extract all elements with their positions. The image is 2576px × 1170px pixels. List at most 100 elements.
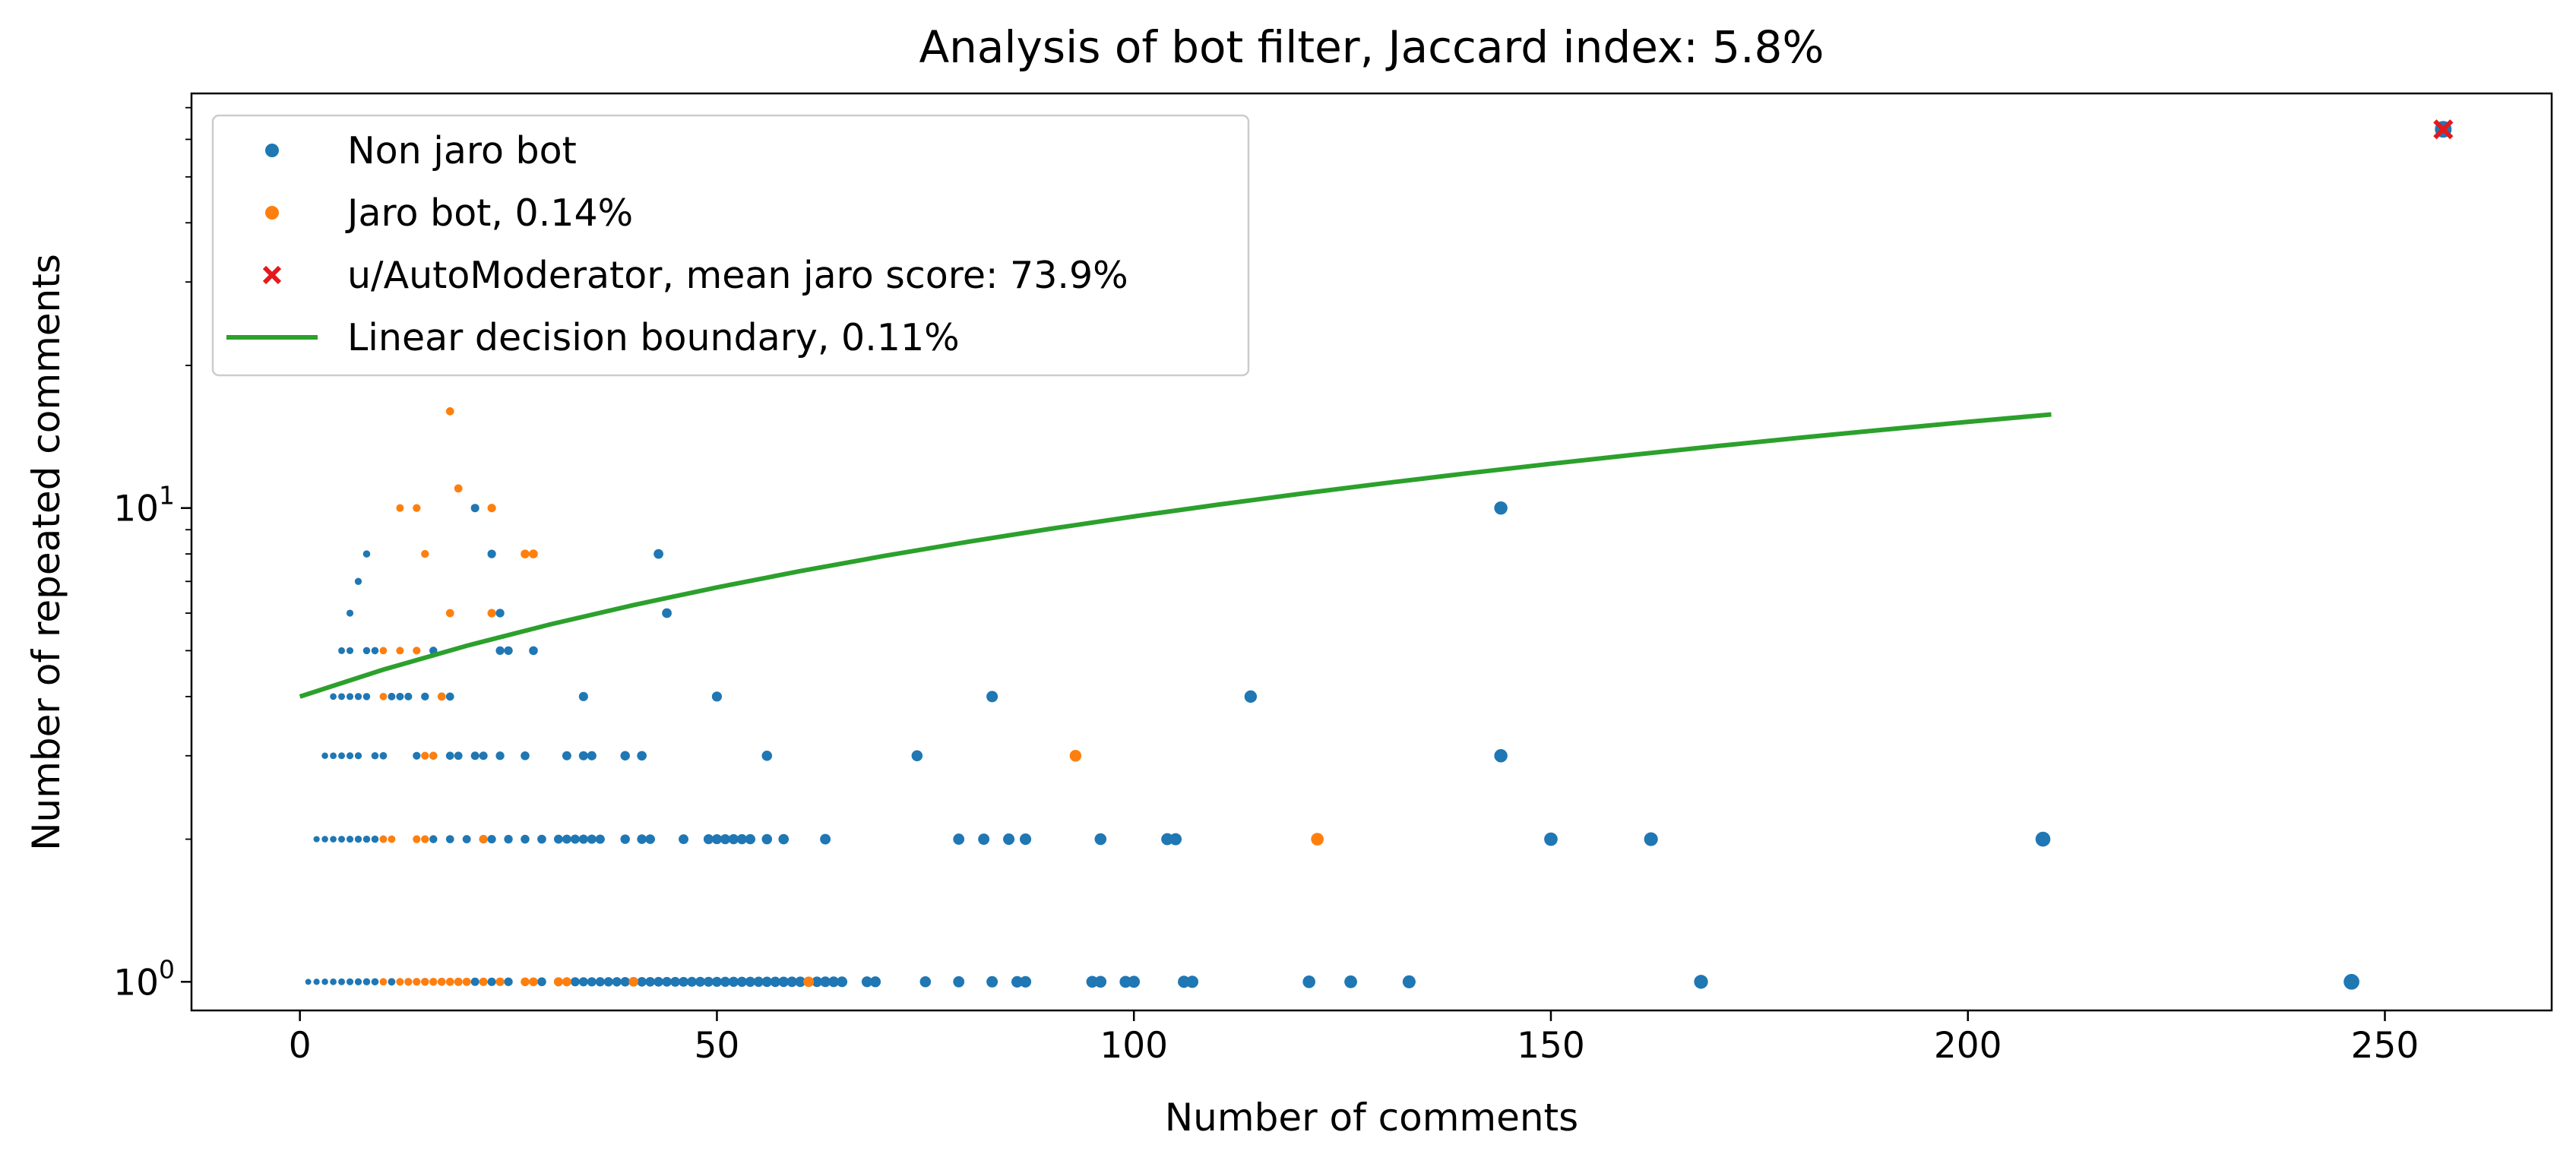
data-point [429, 978, 438, 986]
x-tick-label: 0 [289, 1025, 312, 1067]
data-point [620, 977, 630, 987]
data-point [305, 979, 312, 985]
data-point [362, 693, 371, 700]
data-point [413, 647, 421, 655]
data-point [421, 692, 429, 701]
data-point [637, 976, 647, 987]
data-point [820, 976, 831, 988]
data-point [1161, 833, 1174, 846]
data-point [388, 835, 396, 843]
data-point [612, 977, 622, 987]
data-point [570, 977, 580, 987]
data-point [736, 976, 748, 987]
data-point [521, 977, 530, 987]
data-point [620, 834, 630, 844]
data-point [504, 834, 513, 844]
data-point [687, 976, 698, 987]
data-point [445, 407, 454, 416]
data-point [413, 751, 421, 760]
data-point [462, 835, 471, 844]
data-point [795, 976, 806, 988]
data-point [1094, 833, 1107, 846]
data-point [1311, 833, 1324, 846]
data-point [578, 834, 588, 844]
data-point [346, 978, 354, 985]
data-point [1128, 976, 1141, 988]
legend-entry: u/AutoModerator, mean jaro score: 73.9% [262, 254, 1128, 297]
data-point [570, 834, 580, 844]
data-point [578, 977, 588, 987]
data-point [753, 976, 764, 988]
data-point [454, 484, 463, 493]
data-point [553, 977, 563, 987]
data-point [736, 833, 748, 845]
data-point [346, 835, 354, 843]
data-point [628, 977, 638, 987]
y-tick-label: 101 [113, 481, 175, 530]
data-point [578, 751, 588, 760]
data-point [1544, 832, 1558, 846]
data-point [495, 751, 505, 760]
data-point [379, 835, 388, 843]
data-point [404, 692, 413, 700]
data-point [645, 976, 655, 987]
data-point [770, 976, 781, 988]
data-point [1644, 832, 1658, 846]
data-point [354, 752, 362, 760]
data-point [703, 976, 714, 987]
data-point [869, 976, 881, 988]
legend-label: u/AutoModerator, mean jaro score: 73.9% [347, 254, 1128, 297]
legend-entry: Non jaro bot [265, 129, 577, 172]
data-point [529, 977, 538, 987]
data-point [1069, 750, 1082, 762]
data-point [778, 833, 790, 845]
decision-boundary-line [299, 412, 2052, 699]
data-point [703, 834, 714, 845]
data-point [978, 833, 990, 846]
data-point [1244, 690, 1258, 704]
data-point [953, 976, 965, 988]
y-tick-base: 10 [113, 962, 159, 1004]
data-point [330, 752, 337, 760]
data-point [720, 976, 731, 987]
data-point [662, 608, 672, 618]
legend-entry: Linear decision boundary, 0.11% [226, 316, 960, 359]
x-tick-label: 250 [2351, 1025, 2419, 1067]
data-point [379, 751, 388, 760]
data-point [487, 834, 496, 844]
data-point [803, 976, 815, 988]
data-point [504, 977, 513, 986]
data-point [562, 977, 571, 987]
data-point [379, 692, 388, 700]
y-axis-label: Number of repeated comments [24, 254, 68, 851]
data-point [313, 979, 320, 985]
data-point [330, 978, 337, 985]
data-point [346, 752, 354, 760]
data-point [828, 976, 840, 988]
data-point [429, 835, 438, 843]
y-tick-label: 100 [113, 954, 175, 1004]
data-point [761, 750, 773, 761]
data-point [487, 504, 496, 513]
legend: Non jaro bot Jaro bot, 0.14% u/AutoModerat… [211, 114, 1250, 377]
data-point [362, 550, 371, 558]
data-point [321, 979, 328, 985]
data-point [379, 647, 388, 655]
data-point [637, 834, 647, 844]
data-point [553, 834, 563, 844]
data-point [388, 978, 396, 986]
data-point [986, 976, 998, 988]
data-point [645, 834, 655, 844]
data-point [445, 692, 454, 701]
data-point [720, 833, 731, 845]
plot-area [299, 119, 2454, 990]
data-point [487, 977, 496, 986]
data-point [495, 609, 505, 618]
series-u-automoderator-mean-jaro-score-73-9 [2433, 119, 2454, 140]
data-point [421, 751, 429, 760]
data-point [346, 609, 354, 617]
data-point [679, 834, 688, 845]
axes-frame [190, 92, 2553, 1012]
data-point [479, 977, 488, 986]
